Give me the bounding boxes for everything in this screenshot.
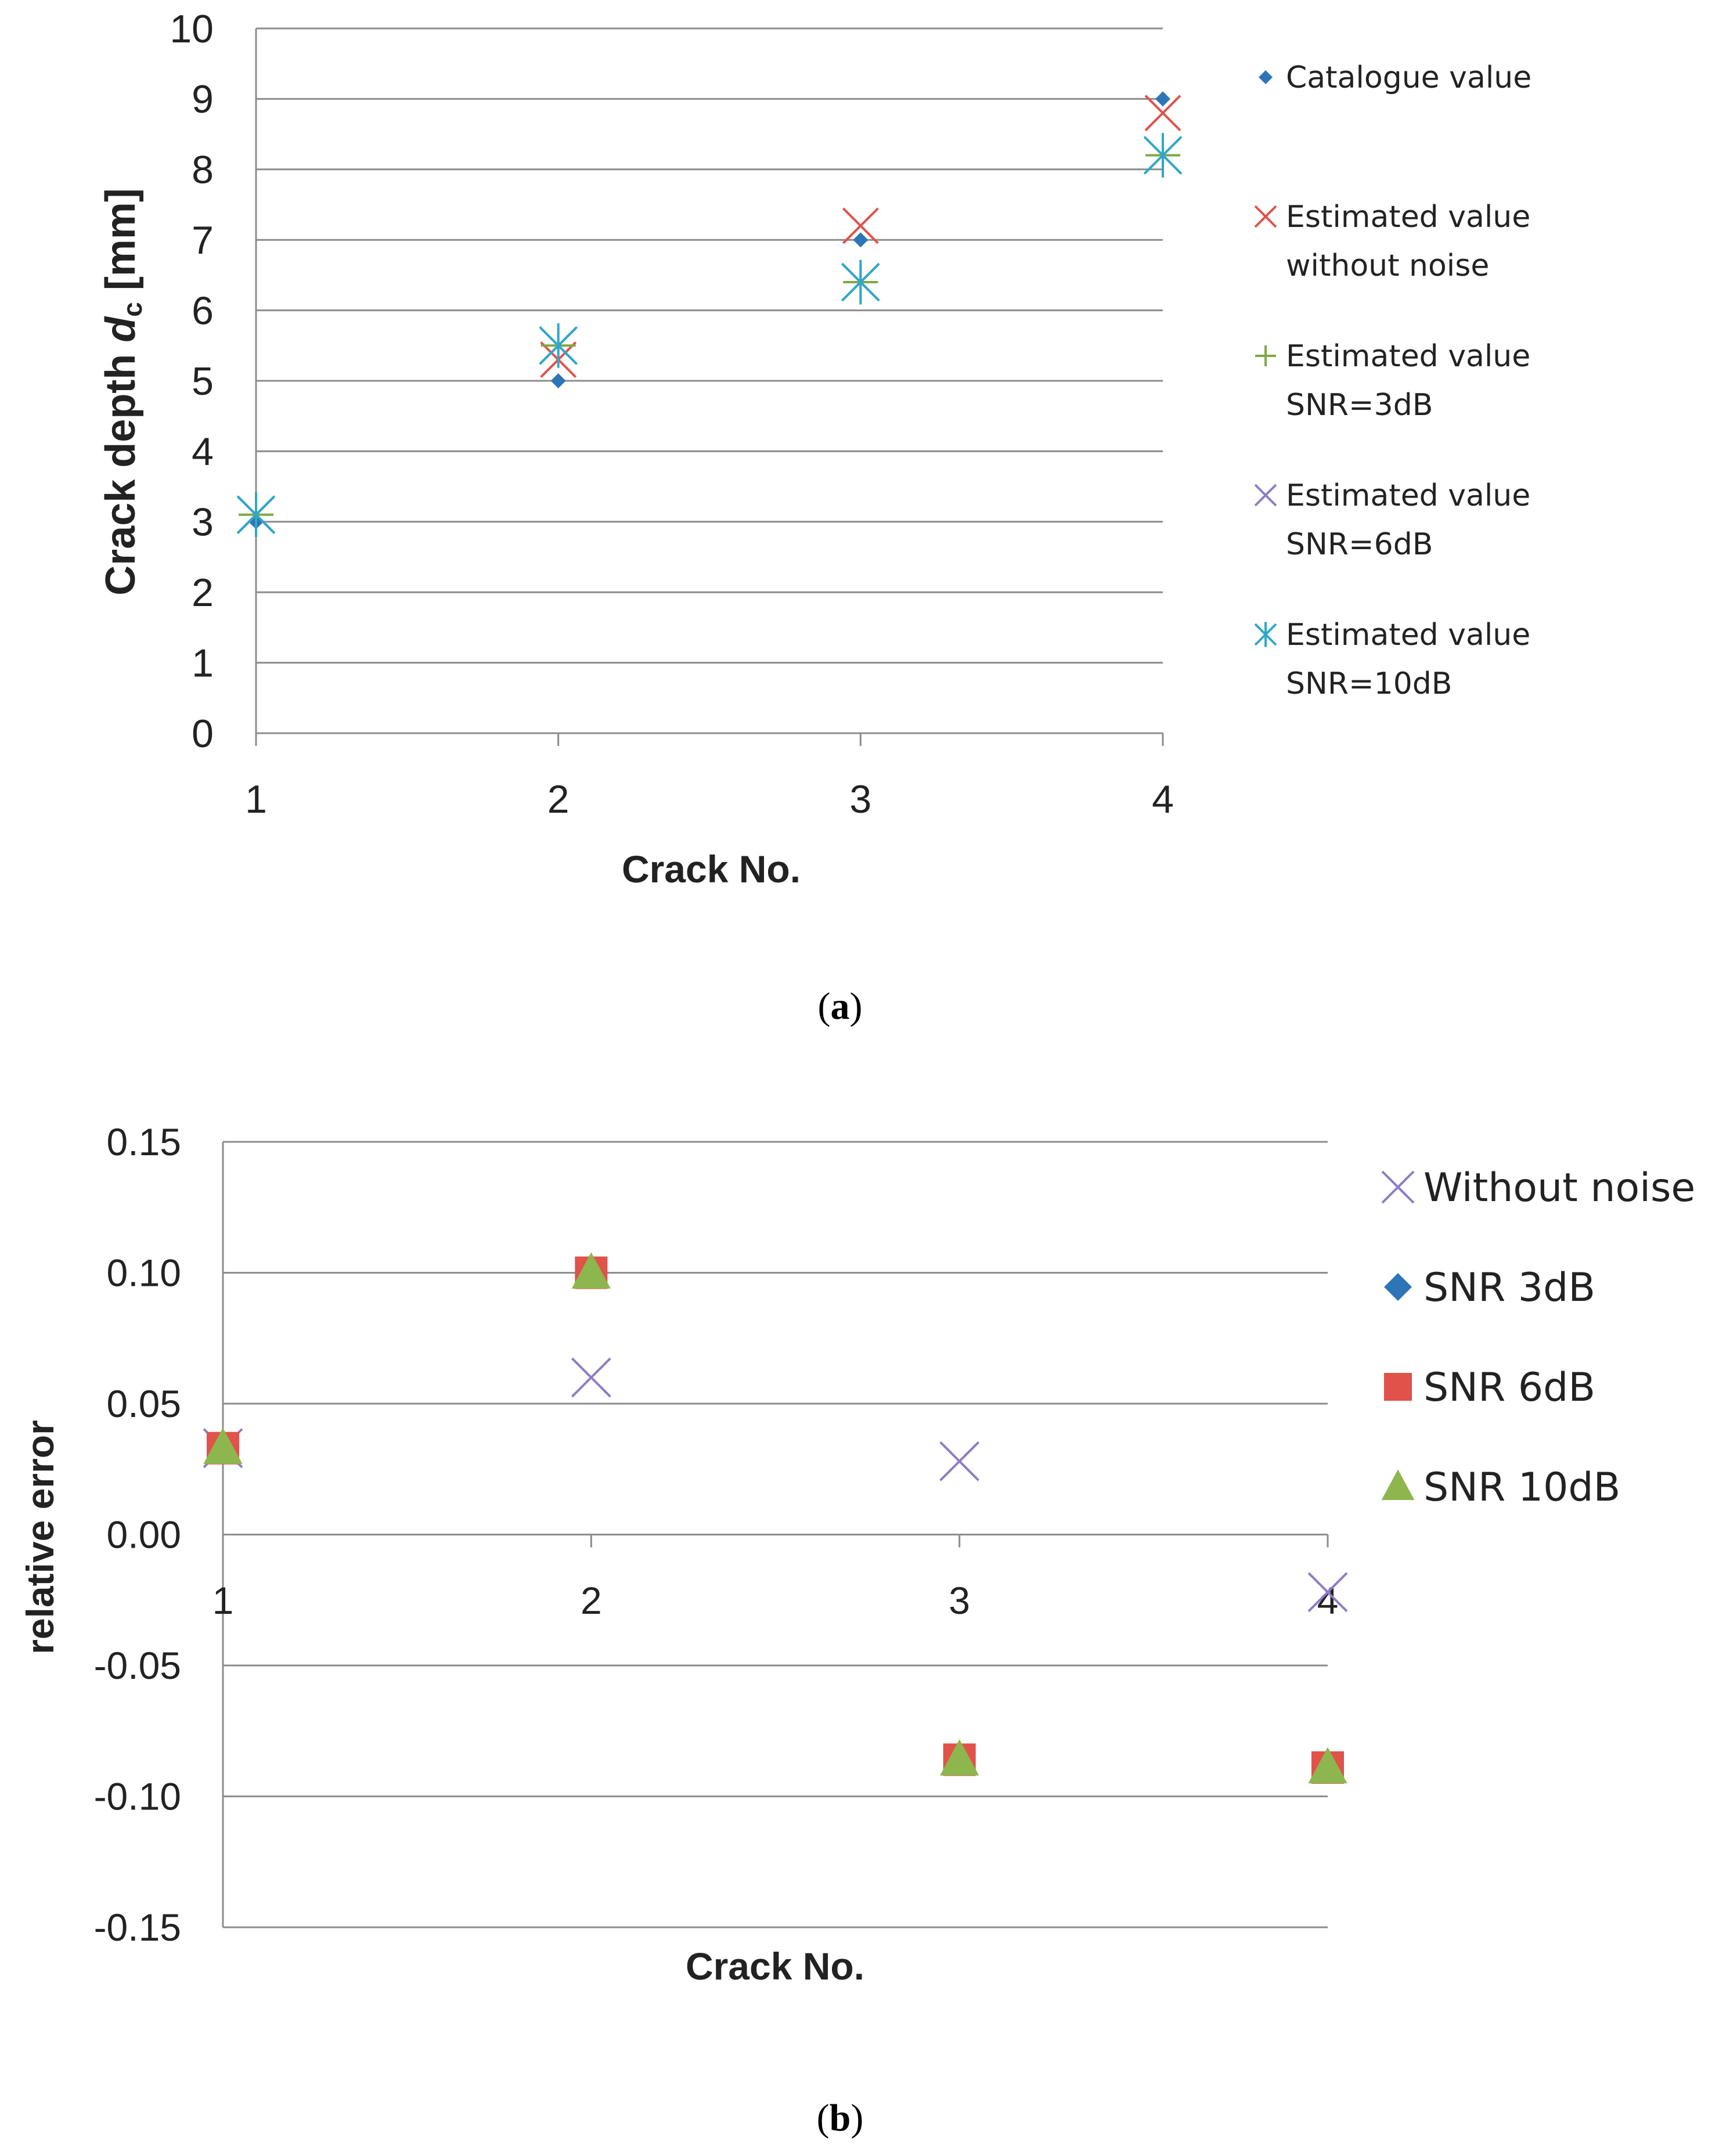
legend-label: SNR 3dB [1424,1265,1595,1311]
y-tick-label: 0.10 [107,1252,181,1295]
y-tick-label: 3 [192,500,214,545]
y-tick-label: 8 [192,148,214,192]
legend-label: SNR=10dB [1286,666,1452,701]
y-tick-label: 5 [192,359,214,403]
y-tick-label: 6 [192,289,214,333]
legend-marker [1254,205,1277,228]
legend-label: Estimated value [1286,478,1530,513]
data-point [236,492,276,538]
data-point [1155,91,1170,107]
x-tick-label: 4 [1152,777,1174,821]
panel-b-x-axis-title: Crack No. [686,1945,864,1988]
legend-label: Catalogue value [1286,60,1531,95]
y-tick-label: 9 [192,77,214,121]
panel-a-caption: (a) [818,985,863,1027]
legend-label: Estimated value [1286,200,1530,235]
legend-marker [1384,1373,1412,1401]
y-tick-label: -0.10 [94,1775,181,1818]
y-tick-label: 2 [192,571,214,615]
y-tick-label: 0 [192,712,214,756]
legend-marker [1255,345,1276,366]
panel-a-legend: Catalogue value Estimated value without no… [1254,60,1531,701]
x-tick-label: 3 [849,777,871,821]
panel-a-y-axis-title: Crack depth dc [mm] [98,188,147,596]
data-point [939,1441,980,1481]
legend-marker [1384,1273,1412,1301]
data-point [841,259,880,305]
y-tick-label: 0.15 [107,1120,181,1163]
legend-marker [1254,622,1277,647]
legend-marker [1381,1170,1415,1204]
data-point [571,1252,611,1289]
data-point [203,1427,243,1464]
panel-a-x-tick-labels: 1 2 3 4 [245,777,1174,821]
panel-b-legend: Without noise SNR 3dB SNR 6dB SNR 10dB [1381,1165,1695,1510]
panel-a-y-tick-labels: 0 1 2 3 4 5 6 7 8 9 10 [170,7,214,756]
data-point [853,232,868,248]
legend-label: SNR=3dB [1286,388,1433,423]
legend-label: Without noise [1424,1165,1695,1211]
data-point [1308,1747,1347,1784]
x-tick-label: 1 [245,777,267,821]
data-point [1307,1572,1348,1613]
panel-b-axes [222,1142,1329,1927]
legend-label: without noise [1286,248,1489,283]
legend-label: Estimated value [1286,339,1530,374]
panel-a-x-axis-title: Crack No. [622,848,801,890]
y-tick-label: 0.05 [107,1382,181,1425]
panel-b-caption: (b) [817,2097,864,2139]
y-tick-label: 7 [192,218,214,262]
data-point [940,1739,979,1776]
panel-b-data-marks [203,1252,1348,1784]
x-tick-label: 1 [212,1579,234,1622]
x-tick-label: 2 [581,1579,602,1622]
legend-marker [1259,70,1273,84]
x-tick-label: 3 [949,1579,970,1622]
data-point [1143,133,1183,178]
panel-b-y-tick-labels: -0.15 -0.10 -0.05 0.00 0.05 0.10 0.15 [94,1120,181,1949]
x-tick-label: 2 [547,777,570,821]
legend-label: SNR=6dB [1286,527,1433,562]
y-tick-label: 1 [192,641,214,685]
y-tick-label: -0.15 [94,1906,181,1949]
legend-label: SNR 10dB [1424,1465,1620,1510]
data-point [1144,95,1181,132]
panel-a-data-marks [236,91,1183,538]
y-tick-label: 0.00 [107,1513,181,1556]
data-point [842,207,879,244]
panel-a-gridlines [256,27,1163,734]
legend-label: SNR 6dB [1424,1365,1595,1411]
panel-a-axes [255,28,1164,746]
y-tick-label: 4 [192,430,214,474]
legend-marker [1381,1469,1415,1500]
y-tick-label: 10 [170,7,214,51]
data-point [550,373,566,388]
data-point [571,1357,611,1398]
panel-b-y-axis-title: relative error [19,1420,62,1654]
legend-label: Estimated value [1286,618,1530,652]
legend-marker [1254,484,1277,507]
data-point [539,323,578,368]
y-tick-label: -0.05 [94,1644,181,1687]
